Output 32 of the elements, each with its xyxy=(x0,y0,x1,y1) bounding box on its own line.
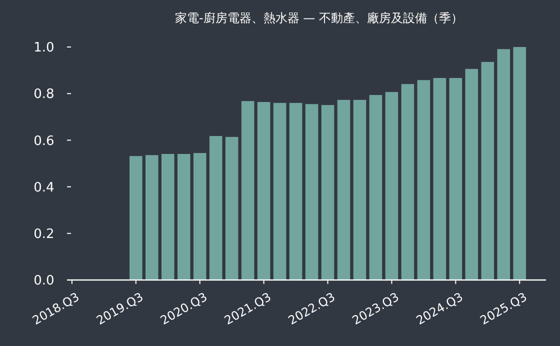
bar xyxy=(401,84,414,280)
bar xyxy=(337,100,350,280)
bar xyxy=(305,104,318,280)
bar xyxy=(193,153,206,280)
bar xyxy=(497,49,510,280)
bar xyxy=(241,101,254,280)
bar xyxy=(465,68,478,280)
bar xyxy=(225,136,238,280)
bar xyxy=(289,102,302,280)
y-tick-label: 0.0 xyxy=(34,274,54,289)
y-tick-label: 1.0 xyxy=(34,40,54,56)
bar xyxy=(481,62,494,280)
bar xyxy=(513,47,526,280)
bar xyxy=(209,136,222,280)
y-tick-label: 0.2 xyxy=(34,226,54,242)
bar xyxy=(353,100,366,280)
bar xyxy=(161,154,174,280)
bar xyxy=(273,102,286,280)
bar xyxy=(321,105,334,280)
bar xyxy=(146,155,158,280)
bar xyxy=(130,156,142,280)
bar xyxy=(177,154,190,280)
bar xyxy=(433,78,446,280)
chart-title: 家電-廚房電器、熱水器 — 不動產、廠房及設備（季） xyxy=(175,11,463,25)
y-tick-label: 0.8 xyxy=(34,87,54,102)
bar xyxy=(257,102,270,280)
bar xyxy=(369,95,382,280)
y-tick-label: 0.4 xyxy=(34,180,54,196)
y-tick-label: 0.6 xyxy=(34,134,54,149)
bar xyxy=(417,80,430,280)
bar xyxy=(385,92,398,280)
bar xyxy=(449,78,462,280)
